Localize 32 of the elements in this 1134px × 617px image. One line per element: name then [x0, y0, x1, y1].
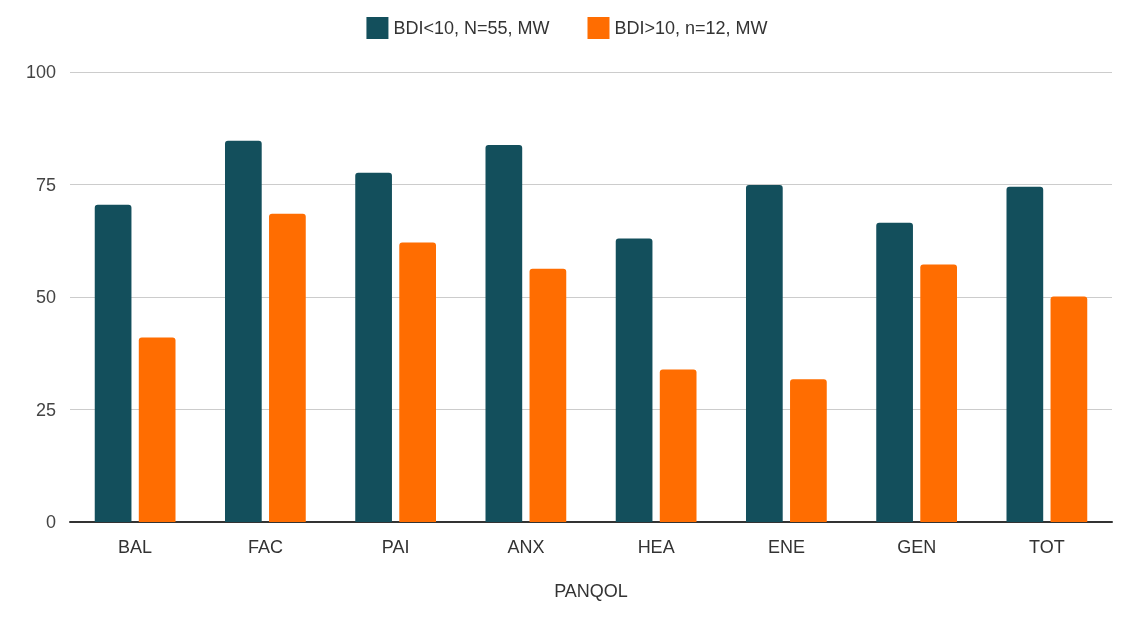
bar [1006, 186, 1044, 522]
x-axis-title: PANQOL [554, 581, 628, 601]
bar [746, 184, 783, 522]
x-tick-label: TOT [1029, 537, 1065, 557]
x-tick-label: ENE [767, 537, 805, 557]
bar [790, 379, 827, 522]
x-tick-label: ANX [507, 537, 545, 557]
bar [529, 268, 567, 522]
bar [615, 238, 653, 522]
bar [94, 204, 132, 522]
y-tick-label: 50 [35, 287, 56, 307]
y-tick-label: 75 [35, 174, 56, 195]
bar [399, 242, 436, 522]
x-tick-label: BAL [118, 537, 153, 557]
bar [225, 140, 262, 522]
bar [138, 337, 176, 522]
x-tick-label: GEN [897, 537, 937, 557]
x-tick-label: FAC [247, 537, 283, 557]
bar [485, 144, 523, 522]
legend-label: BDI>10, n=12, MW [614, 18, 768, 38]
legend-label: BDI<10, N=55, MW [393, 18, 550, 38]
bar [1050, 296, 1088, 522]
x-tick-label: HEA [637, 537, 675, 557]
y-tick-label: 100 [25, 62, 56, 82]
bar [355, 172, 392, 522]
bar [920, 264, 957, 522]
y-tick-label: 0 [45, 512, 56, 532]
bar [876, 222, 913, 522]
bar [269, 213, 306, 522]
y-tick-label: 25 [35, 399, 56, 420]
bar [659, 369, 697, 522]
x-tick-label: PAI [381, 537, 410, 557]
